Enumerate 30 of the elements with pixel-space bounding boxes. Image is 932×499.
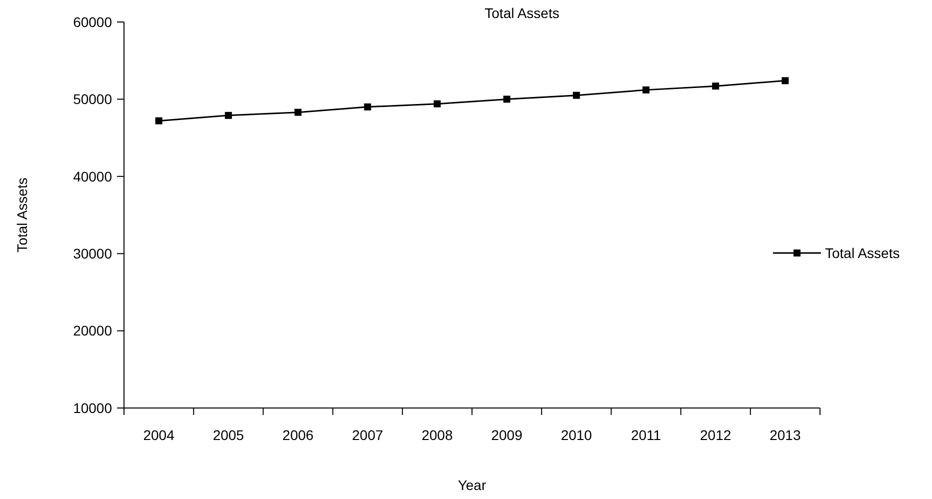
x-axis-title: Year bbox=[458, 477, 486, 493]
point bbox=[712, 82, 720, 90]
point bbox=[782, 77, 789, 84]
x-tick-label: 2013 bbox=[770, 427, 801, 443]
x-tick-label: 2011 bbox=[630, 427, 662, 443]
y-tick-label: 60000 bbox=[73, 14, 112, 30]
point bbox=[155, 117, 162, 124]
x-tick-label: 2007 bbox=[352, 427, 384, 443]
y-tick-label: 30000 bbox=[73, 246, 112, 262]
point bbox=[224, 112, 232, 119]
x-tick-label: 2010 bbox=[560, 427, 592, 443]
y-tick-label: 20000 bbox=[73, 322, 112, 339]
chart-title: Total Assets bbox=[484, 5, 560, 21]
point bbox=[572, 92, 580, 99]
point bbox=[434, 100, 441, 108]
y-tick-label: 40000 bbox=[73, 168, 112, 184]
x-tick-label: 2009 bbox=[491, 427, 523, 443]
x-tick-label: 2008 bbox=[422, 427, 453, 443]
point bbox=[503, 96, 510, 103]
legend-label: Total Assets bbox=[825, 244, 900, 261]
point bbox=[294, 108, 302, 116]
x-tick-label: 2012 bbox=[700, 427, 732, 443]
point bbox=[364, 103, 372, 110]
x-tick-label: 2004 bbox=[143, 427, 175, 443]
x-tick-label: 2006 bbox=[282, 427, 314, 443]
point bbox=[642, 86, 650, 94]
x-tick-label: 2005 bbox=[212, 427, 244, 443]
y-axis-title: Total Assets bbox=[14, 178, 30, 252]
y-tick-label: 50000 bbox=[73, 91, 112, 108]
y-tick-label: 10000 bbox=[73, 400, 112, 416]
